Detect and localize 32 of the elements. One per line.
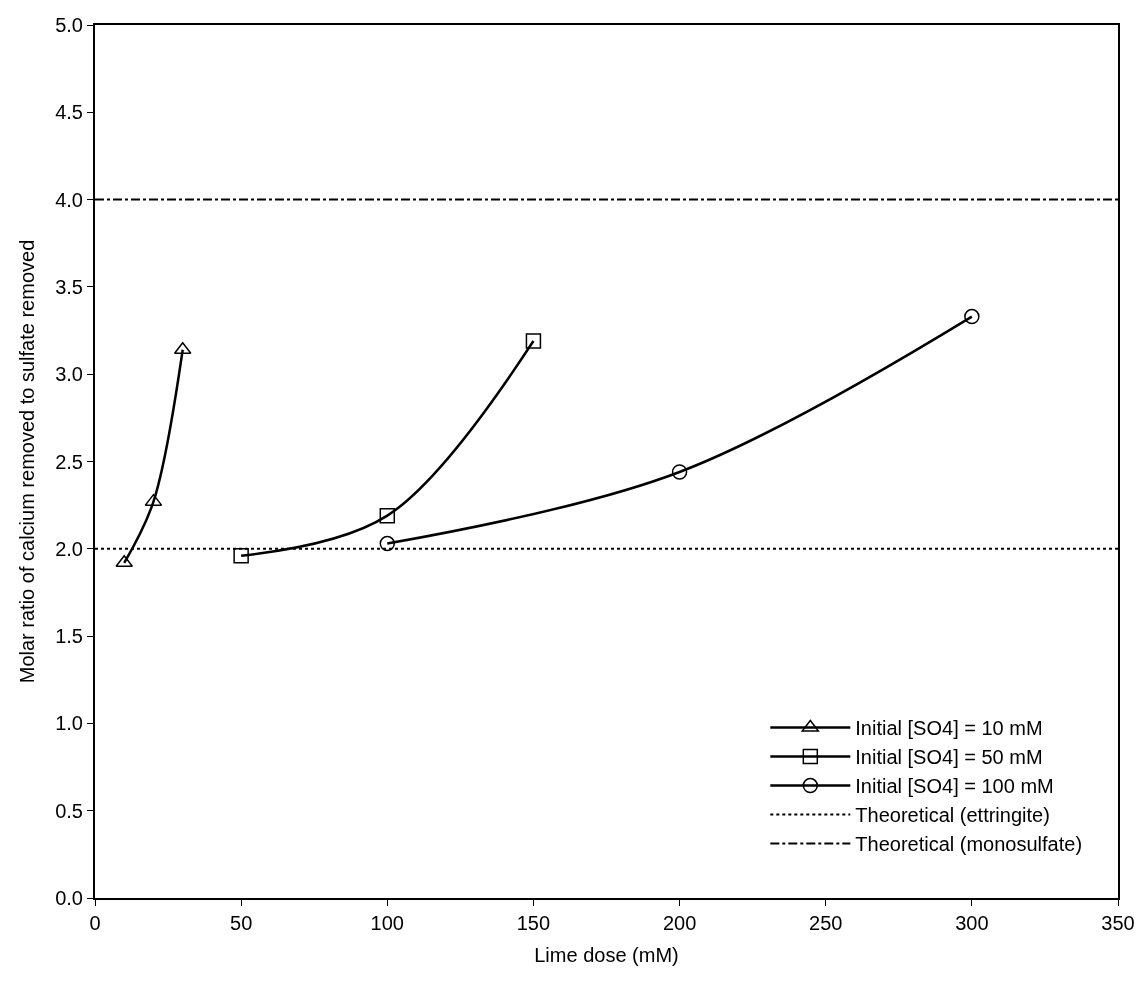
point bbox=[379, 535, 396, 552]
y-tick-label: 4.0 bbox=[55, 188, 83, 211]
legend-label: Initial [SO4] = 10 mM bbox=[855, 717, 1043, 740]
y-tick-label: 5.0 bbox=[55, 14, 83, 36]
y-tick-label: 1.5 bbox=[55, 625, 83, 648]
x-tick-label: 0 bbox=[89, 912, 101, 934]
point bbox=[525, 333, 542, 349]
x-tick-label: 350 bbox=[1101, 912, 1135, 934]
legend-label: Initial [SO4] = 100 mM bbox=[855, 775, 1054, 798]
point bbox=[671, 464, 688, 480]
x-tick-label: 150 bbox=[516, 912, 551, 934]
y-tick-label: 3.5 bbox=[55, 275, 83, 298]
legend-label: Initial [SO4] = 50 mM bbox=[855, 746, 1043, 769]
legend-label: Theoretical (monosulfate) bbox=[855, 833, 1083, 856]
x-tick-label: 250 bbox=[809, 912, 843, 934]
y-tick-label: 3.0 bbox=[55, 363, 83, 386]
y-tick-label: 0.5 bbox=[55, 799, 83, 822]
point bbox=[964, 308, 980, 325]
x-axis-title: Lime dose (mM) bbox=[534, 944, 679, 966]
x-tick-label: 300 bbox=[955, 912, 989, 934]
x-tick-label: 100 bbox=[370, 912, 404, 934]
y-tick-label: 1.0 bbox=[55, 712, 83, 735]
x-tick-label: 200 bbox=[662, 912, 697, 934]
y-tick-label: 4.5 bbox=[55, 101, 83, 124]
y-tick-label: 0.0 bbox=[55, 887, 83, 909]
y-axis-title: Molar ratio of calcium removed to sulfate removed bbox=[16, 239, 39, 684]
x-tick-label: 50 bbox=[230, 912, 253, 934]
y-tick-label: 2.5 bbox=[55, 450, 83, 473]
legend-label: Theoretical (ettringite) bbox=[855, 804, 1050, 827]
y-tick-label: 2.0 bbox=[55, 537, 83, 560]
point bbox=[379, 507, 396, 524]
point bbox=[233, 548, 249, 564]
